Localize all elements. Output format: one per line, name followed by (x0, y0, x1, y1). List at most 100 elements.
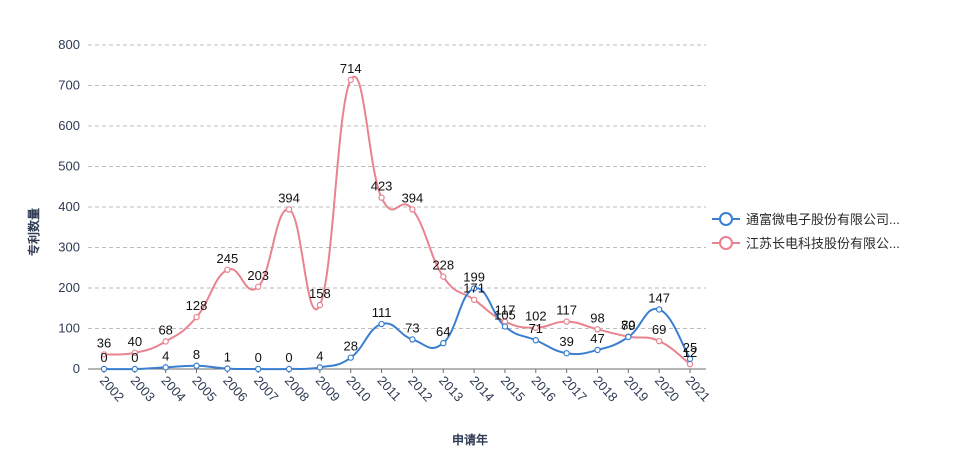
data-point-series-0[interactable] (285, 365, 293, 373)
data-label-series-0: 39 (559, 334, 573, 349)
data-label-series-0: 64 (436, 324, 450, 339)
data-point-series-1[interactable] (686, 360, 694, 368)
data-point-series-0[interactable] (501, 323, 509, 330)
data-point-series-0[interactable] (655, 306, 663, 313)
data-label-series-1: 36 (97, 335, 111, 350)
data-label-series-0: 147 (648, 290, 670, 305)
data-point-series-0[interactable] (131, 365, 139, 373)
data-label-series-0: 73 (405, 320, 419, 335)
x-tick-label: 2007 (251, 373, 281, 405)
data-point-series-0[interactable] (440, 339, 447, 347)
data-label-series-0: 47 (590, 331, 604, 346)
data-label-series-0: 0 (131, 350, 138, 365)
data-point-series-0[interactable] (224, 365, 231, 372)
data-label-series-0: 1 (224, 350, 231, 365)
data-point-series-1[interactable] (347, 76, 354, 84)
x-tick-label: 2008 (282, 373, 312, 405)
data-label-series-0: 105 (494, 307, 516, 322)
data-label-series-1: 12 (683, 345, 697, 360)
data-point-series-1[interactable] (285, 206, 293, 213)
x-tick-label: 2012 (405, 373, 435, 405)
data-label-series-1: 68 (158, 322, 172, 337)
data-point-series-0[interactable] (594, 346, 601, 354)
data-label-series-1: 117 (556, 303, 577, 318)
data-point-series-1[interactable] (470, 296, 478, 303)
x-tick-label: 2018 (590, 373, 620, 405)
data-point-series-0[interactable] (378, 320, 385, 328)
data-point-series-1[interactable] (655, 337, 663, 345)
legend[interactable]: 通富微电子股份有限公司... 江苏长电科技股份有限公... (712, 212, 900, 251)
data-label-series-0: 199 (463, 269, 485, 284)
data-point-series-0[interactable] (316, 364, 324, 371)
data-label-series-1: 102 (525, 309, 547, 324)
data-label-series-1: 423 (371, 179, 393, 194)
data-point-series-0[interactable] (193, 362, 200, 369)
series-line-0 (103, 287, 691, 371)
data-point-series-0[interactable] (563, 350, 570, 357)
data-labels: 0 0 4 8 1 0 0 4 28 111 73 64 199 105 71 39 47 79 147 25 36 40… (97, 61, 697, 365)
x-tick-label: 2003 (128, 373, 158, 405)
data-label-series-1: 394 (402, 190, 424, 205)
y-tick-label: 500 (58, 159, 80, 174)
data-point-series-1[interactable] (162, 338, 169, 345)
data-point-series-1[interactable] (409, 206, 416, 213)
data-point-series-1[interactable] (378, 194, 385, 201)
data-label-series-0: 4 (162, 348, 169, 363)
data-point-series-0[interactable] (470, 285, 478, 292)
legend-label: 江苏长电科技股份有限公... (746, 236, 900, 251)
x-axis-title: 申请年 (452, 432, 488, 447)
data-label-series-1: 117 (495, 303, 516, 318)
legend-item-0[interactable]: 通富微电子股份有限公司... (712, 212, 900, 227)
data-point-series-1[interactable] (131, 349, 139, 356)
data-point-series-1[interactable] (316, 301, 324, 309)
x-tick-label: 2020 (652, 373, 682, 405)
data-point-series-0[interactable] (625, 333, 632, 341)
y-tick-label: 600 (58, 118, 80, 133)
y-tick-label: 0 (73, 361, 80, 376)
data-point-series-0[interactable] (686, 355, 694, 363)
data-label-series-1: 203 (247, 268, 269, 283)
x-tick-label: 2011 (374, 373, 404, 404)
data-label-series-0: 0 (100, 350, 107, 365)
data-point-series-1[interactable] (255, 283, 262, 290)
data-point-series-0[interactable] (255, 365, 262, 373)
x-tick-label: 2004 (158, 373, 188, 405)
data-label-series-0: 0 (255, 350, 262, 365)
y-tick-label: 200 (58, 280, 80, 295)
x-tick-label: 2010 (344, 373, 374, 405)
data-label-series-0: 28 (344, 339, 358, 354)
x-tick-label: 2006 (220, 373, 250, 405)
data-point-series-0[interactable] (347, 354, 354, 361)
x-tick-label: 2005 (189, 373, 219, 405)
data-label-series-1: 394 (278, 190, 300, 205)
data-label-series-1: 80 (621, 318, 635, 333)
data-point-series-0[interactable] (100, 365, 108, 373)
data-point-series-1[interactable] (100, 351, 108, 358)
data-point-series-0[interactable] (162, 364, 169, 371)
legend-item-1[interactable]: 江苏长电科技股份有限公... (712, 236, 900, 251)
data-point-series-1[interactable] (224, 266, 231, 273)
x-tick-label: 2014 (467, 373, 497, 405)
y-tick-label: 300 (58, 240, 80, 255)
x-tick-label: 2019 (621, 373, 651, 405)
data-point-series-1[interactable] (440, 273, 447, 280)
data-point-series-1[interactable] (563, 318, 570, 325)
data-label-series-0: 4 (316, 348, 323, 363)
data-point-series-0[interactable] (532, 337, 539, 344)
data-label-series-0: 79 (621, 318, 635, 333)
legend-marker (719, 212, 733, 226)
data-point-series-0[interactable] (409, 336, 416, 343)
data-label-series-1: 158 (309, 286, 331, 301)
data-label-series-0: 8 (193, 347, 200, 362)
legend-marker (719, 236, 733, 250)
data-label-series-0: 0 (285, 350, 292, 365)
data-label-series-1: 714 (340, 61, 362, 76)
data-point-series-1[interactable] (532, 324, 539, 331)
data-label-series-1: 128 (186, 298, 208, 313)
x-tick-label: 2009 (313, 373, 343, 405)
data-point-series-1[interactable] (594, 326, 601, 333)
x-tick-label: 2013 (436, 373, 466, 405)
y-axis-title: 专利数量 (26, 208, 41, 256)
data-point-series-1[interactable] (193, 313, 200, 321)
